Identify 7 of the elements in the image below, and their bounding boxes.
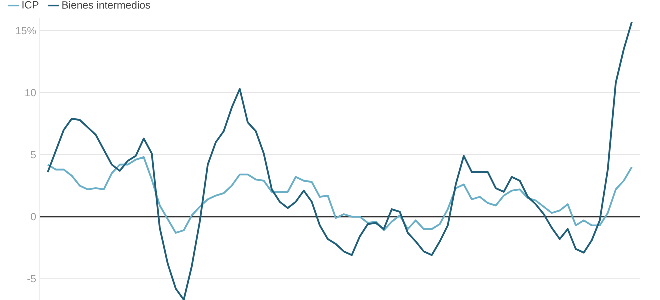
legend-label: ICP <box>22 1 39 9</box>
y-tick-label: 10 <box>26 89 36 97</box>
y-tick-label: 15% <box>16 27 36 35</box>
y-tick-label: 5 <box>31 151 36 159</box>
legend-label: Bienes intermedios <box>62 1 150 9</box>
y-tick-label: -5 <box>28 275 36 283</box>
y-tick-label: 0 <box>31 213 36 221</box>
